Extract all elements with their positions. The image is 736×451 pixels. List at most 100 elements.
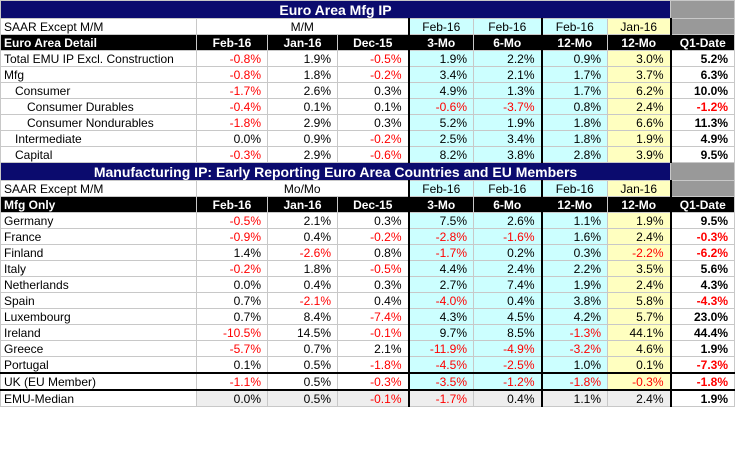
value-cell: 5.7% <box>606 308 672 325</box>
value-cell: 4.4% <box>407 260 474 277</box>
column-header: 3-Mo <box>407 196 474 213</box>
header-label: Jan-16 <box>606 18 672 35</box>
value-cell: 2.5% <box>407 130 474 147</box>
value-cell: -1.8% <box>337 356 409 374</box>
value-cell: 0.8% <box>337 244 409 261</box>
value-cell: -0.8% <box>196 50 268 67</box>
value-cell: -0.3% <box>669 228 736 245</box>
value-cell: 0.4% <box>337 292 409 309</box>
value-cell: 7.5% <box>407 212 474 229</box>
value-cell: 0.3% <box>337 114 409 131</box>
section1-title-row: Euro Area Mfg IP <box>0 0 736 19</box>
header-gray-cell <box>669 18 736 35</box>
table-row: Italy -0.2% 1.8% -0.5% 4.4% 2.4% 2.2% 3.5% 5.6% <box>0 260 736 277</box>
value-cell: -1.7% <box>196 82 268 99</box>
column-header: Jan-16 <box>267 196 338 213</box>
value-cell: -3.5% <box>407 372 474 391</box>
value-cell: 0.3% <box>337 82 409 99</box>
euro-area-ip-table: Euro Area Mfg IP SAAR Except M/M M/M Feb-16… <box>0 0 736 407</box>
value-cell: -4.5% <box>407 356 474 374</box>
value-cell: 4.9% <box>407 82 474 99</box>
value-cell: -1.3% <box>540 324 608 341</box>
value-cell: 6.6% <box>606 114 672 131</box>
value-cell: 9.7% <box>407 324 474 341</box>
column-header: Dec-15 <box>337 196 409 213</box>
value-cell: -2.5% <box>473 356 542 374</box>
value-cell: 1.9% <box>606 130 672 147</box>
value-cell: -0.5% <box>337 260 409 277</box>
value-cell: 1.9% <box>473 114 542 131</box>
column-header: 12-Mo <box>540 196 608 213</box>
value-cell: -0.1% <box>337 324 409 341</box>
row-label: Intermediate <box>0 130 197 147</box>
row-label: Ireland <box>0 324 197 341</box>
value-cell: 0.5% <box>267 356 338 374</box>
corner-gray-cell <box>670 162 736 181</box>
value-cell: 0.4% <box>473 292 542 309</box>
value-cell: -2.2% <box>606 244 672 261</box>
column-header: 6-Mo <box>473 196 542 213</box>
value-cell: 4.5% <box>473 308 542 325</box>
header-gray-cell <box>669 180 736 197</box>
table-row: Greece -5.7% 0.7% 2.1% -11.9% -4.9% -3.2% 4.6% 1… <box>0 340 736 357</box>
table-row: Consumer Durables -0.4% 0.1% 0.1% -0.6% -3.7%… <box>0 98 736 115</box>
row-label: Capital <box>0 146 197 163</box>
value-cell: 2.4% <box>473 260 542 277</box>
table-row: Netherlands 0.0% 0.4% 0.3% 2.7% 7.4% 1.9% 2.4% 4… <box>0 276 736 293</box>
header-label: Feb-16 <box>540 18 608 35</box>
header-label: Feb-16 <box>407 180 474 197</box>
row-label: Finland <box>0 244 197 261</box>
value-cell: 0.2% <box>473 244 542 261</box>
column-header: 12-Mo <box>540 34 608 51</box>
section1-title: Euro Area Mfg IP <box>0 0 672 19</box>
value-cell: -3.7% <box>473 98 542 115</box>
value-cell: 1.1% <box>540 212 608 229</box>
value-cell: 1.6% <box>540 228 608 245</box>
column-header: Feb-16 <box>196 34 268 51</box>
value-cell: -1.7% <box>407 244 474 261</box>
row-label: Total EMU IP Excl. Construction <box>0 50 197 67</box>
value-cell: -0.5% <box>337 50 409 67</box>
value-cell: 4.2% <box>540 308 608 325</box>
value-cell: 1.8% <box>540 114 608 131</box>
value-cell: 0.4% <box>473 389 542 407</box>
value-cell: 7.4% <box>473 276 542 293</box>
row-label: Netherlands <box>0 276 197 293</box>
value-cell: -1.6% <box>473 228 542 245</box>
value-cell: 3.4% <box>473 130 542 147</box>
value-cell: 0.3% <box>337 276 409 293</box>
value-cell: 0.1% <box>196 356 268 374</box>
value-cell: -0.2% <box>337 228 409 245</box>
value-cell: 2.4% <box>606 98 672 115</box>
value-cell: 2.2% <box>473 50 542 67</box>
value-cell: 1.8% <box>267 260 338 277</box>
table-row: Spain 0.7% -2.1% 0.4% -4.0% 0.4% 3.8% 5.8% -4.3% <box>0 292 736 309</box>
value-cell: 1.9% <box>669 389 736 407</box>
value-cell: -2.8% <box>407 228 474 245</box>
table-row: Consumer Nondurables -1.8% 2.9% 0.3% 5.2% 1.9… <box>0 114 736 131</box>
column-header: Q1-Date <box>669 34 736 51</box>
value-cell: 3.7% <box>606 66 672 83</box>
table-row: Finland 1.4% -2.6% 0.8% -1.7% 0.2% 0.3% -2.2% -6… <box>0 244 736 261</box>
value-cell: 6.3% <box>669 66 736 83</box>
table-row: Germany -0.5% 2.1% 0.3% 7.5% 2.6% 1.1% 1.9% 9.5% <box>0 212 736 229</box>
value-cell: 3.5% <box>606 260 672 277</box>
value-cell: 2.7% <box>407 276 474 293</box>
value-cell: 3.0% <box>606 50 672 67</box>
value-cell: -1.2% <box>473 372 542 391</box>
value-cell: -3.2% <box>540 340 608 357</box>
value-cell: 0.0% <box>196 276 268 293</box>
value-cell: 0.5% <box>267 389 338 407</box>
value-cell: 5.2% <box>669 50 736 67</box>
value-cell: 1.1% <box>540 389 608 407</box>
value-cell: 0.4% <box>267 228 338 245</box>
value-cell: 0.9% <box>267 130 338 147</box>
value-cell: -1.1% <box>196 372 268 391</box>
value-cell: -1.8% <box>196 114 268 131</box>
header-label: SAAR Except M/M <box>0 180 197 197</box>
value-cell: -0.3% <box>606 372 672 391</box>
value-cell: 1.9% <box>606 212 672 229</box>
value-cell: 0.3% <box>337 212 409 229</box>
section1-header-row-1: SAAR Except M/M M/M Feb-16 Feb-16 Feb-16 Jan-… <box>0 18 736 35</box>
value-cell: 0.0% <box>196 130 268 147</box>
